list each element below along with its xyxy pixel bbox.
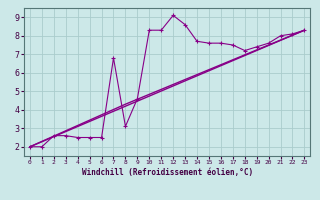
X-axis label: Windchill (Refroidissement éolien,°C): Windchill (Refroidissement éolien,°C) [82,168,253,177]
